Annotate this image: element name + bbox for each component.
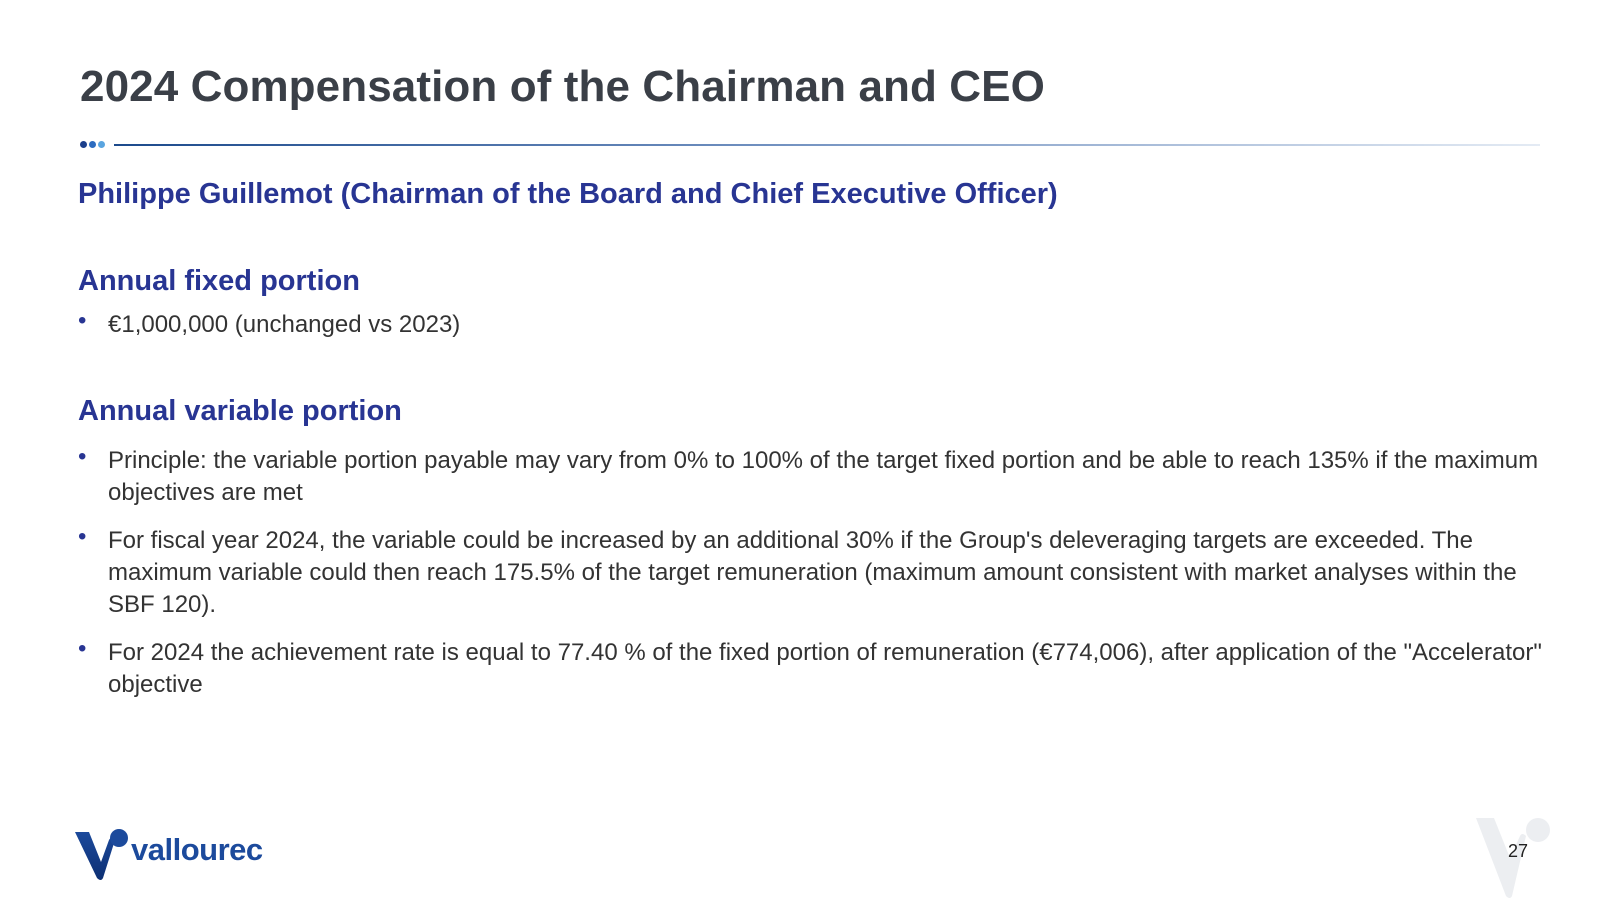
section-heading-variable: Annual variable portion: [78, 395, 402, 427]
vallourec-watermark-icon: [1476, 818, 1550, 898]
list-item: • For 2024 the achievement rate is equal…: [78, 635, 1548, 701]
list-item: • Principle: the variable portion payabl…: [78, 443, 1548, 509]
bullet-text: Principle: the variable portion payable …: [108, 447, 1539, 506]
title-divider: [80, 141, 1540, 151]
section-heading-fixed: Annual fixed portion: [78, 265, 360, 297]
divider-dots: [80, 141, 105, 148]
bullet-icon: •: [78, 307, 87, 334]
page-number: 27: [1508, 841, 1529, 861]
vallourec-v-icon: [75, 829, 128, 880]
bullet-icon: •: [78, 635, 87, 662]
divider-line: [114, 144, 1540, 146]
fixed-portion-list: • €1,000,000 (unchanged vs 2023): [78, 307, 1548, 357]
vallourec-logo: vallourec: [75, 828, 295, 884]
variable-portion-list: • Principle: the variable portion payabl…: [78, 443, 1548, 717]
bullet-text: For 2024 the achievement rate is equal t…: [108, 639, 1542, 698]
bullet-icon: •: [78, 443, 87, 470]
bullet-text: For fiscal year 2024, the variable could…: [108, 527, 1517, 618]
page-title: 2024 Compensation of the Chairman and CE…: [80, 62, 1045, 111]
divider-dot-3: [98, 141, 105, 148]
executive-name-heading: Philippe Guillemot (Chairman of the Boar…: [78, 178, 1058, 210]
bullet-text: €1,000,000 (unchanged vs 2023): [108, 311, 461, 338]
list-item: • For fiscal year 2024, the variable cou…: [78, 523, 1548, 621]
logo-wordmark: vallourec: [131, 832, 263, 867]
bullet-icon: •: [78, 523, 87, 550]
divider-dot-2: [89, 141, 96, 148]
divider-dot-1: [80, 141, 87, 148]
list-item: • €1,000,000 (unchanged vs 2023): [78, 307, 1548, 341]
